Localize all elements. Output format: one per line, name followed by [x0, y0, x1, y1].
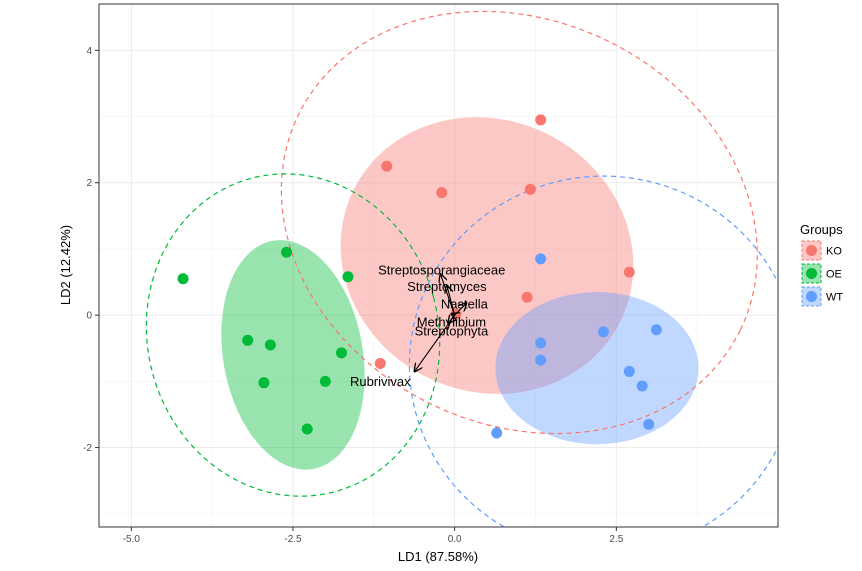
legend-point-ko: [806, 245, 817, 256]
y-tick-label: 4: [86, 46, 92, 57]
vector-arrow: [447, 285, 456, 316]
x-tick-label: -2.5: [284, 534, 302, 545]
point-oe: [336, 347, 347, 359]
point-oe: [242, 334, 254, 346]
vector-label: Nastella: [441, 296, 489, 311]
confidence-ellipse-oe: [221, 240, 365, 470]
point-wt: [535, 354, 547, 366]
legend: Groups KO OE WT: [800, 222, 843, 307]
point-oe: [319, 375, 331, 387]
vector-label: Streptophyta: [415, 324, 489, 339]
vector-label: Rubrivivax: [350, 374, 411, 389]
point-wt: [643, 418, 655, 430]
x-tick-label: 0.0: [448, 534, 462, 545]
point-wt: [597, 326, 609, 338]
point-ko: [535, 114, 547, 126]
point-oe: [281, 246, 293, 258]
vector-label: Streptosporangiaceae: [378, 263, 505, 278]
y-tick-label: 0: [86, 311, 92, 322]
vector-label: Methylibium: [417, 314, 486, 329]
point-ko: [521, 291, 533, 303]
point-wt: [535, 253, 547, 265]
point-ko: [381, 160, 393, 172]
point-wt: [650, 324, 662, 336]
point-wt: [636, 380, 648, 392]
point-oe: [301, 423, 313, 435]
point-ko: [436, 187, 448, 199]
x-axis-title: LD1 (87.58%): [398, 549, 478, 564]
group-ellipses: [145, 10, 778, 527]
point-wt: [535, 337, 547, 349]
point-wt: [491, 427, 503, 439]
point-oe: [342, 271, 354, 283]
confidence-ellipse-wt: [495, 291, 699, 445]
vector-arrow: [440, 274, 456, 316]
y-tick-label: -2: [83, 443, 92, 454]
legend-label-ko: KO: [826, 246, 842, 258]
point-ko: [623, 266, 635, 278]
legend-point-oe: [806, 268, 817, 279]
plot-panel-border: [98, 3, 779, 528]
x-tick-label: -5.0: [123, 534, 141, 545]
vector-label: Streptomyces: [407, 279, 487, 294]
point-ko: [374, 357, 386, 369]
y-axis-title: LD2 (12.42%): [58, 225, 73, 305]
legend-label-oe: OE: [826, 269, 842, 281]
dashed-ellipse-ko: [280, 10, 758, 435]
axis-ticks: -5.0 -2.5 0.0 2.5 -2 0 2 4: [83, 46, 624, 545]
point-oe: [264, 339, 276, 351]
y-tick-label: 2: [86, 178, 92, 189]
legend-label-wt: WT: [826, 292, 843, 304]
point-wt: [623, 365, 635, 377]
legend-title: Groups: [800, 222, 843, 237]
legend-point-wt: [806, 291, 817, 302]
grid-lines: [99, 4, 778, 527]
point-ko: [524, 183, 536, 195]
point-oe: [258, 377, 270, 389]
vector-arrow: [415, 314, 456, 371]
dashed-ellipse-oe: [145, 173, 441, 497]
dashed-ellipse-wt: [408, 175, 778, 527]
x-tick-label: 2.5: [609, 534, 623, 545]
point-oe: [177, 273, 189, 285]
